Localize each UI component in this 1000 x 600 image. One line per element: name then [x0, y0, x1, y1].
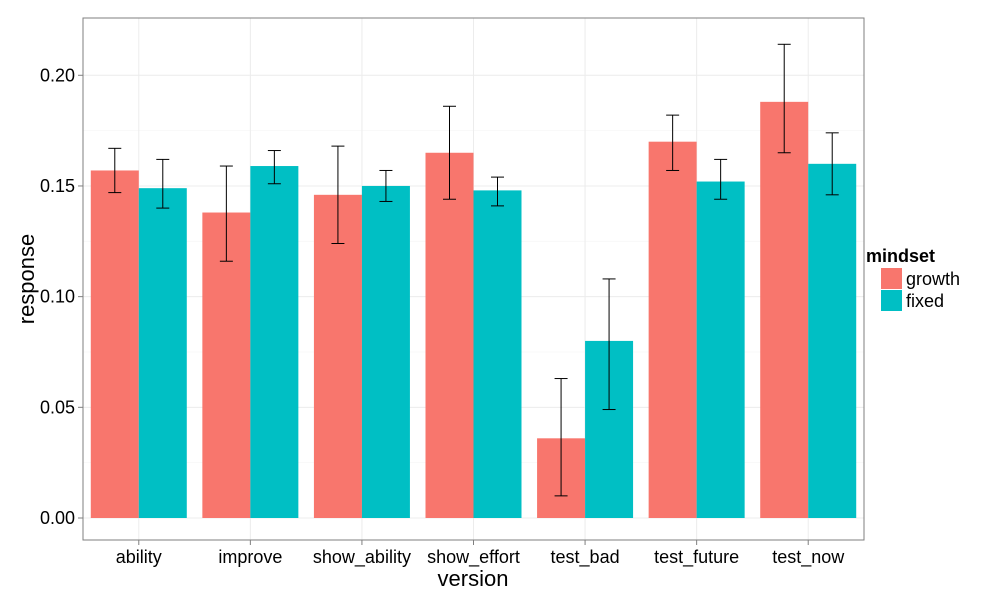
- error-bar-fixed-ability: [156, 158, 170, 209]
- x-tick-label: test_now: [772, 547, 845, 568]
- bar-growth-test_now: [760, 101, 809, 518]
- bars: [90, 101, 857, 519]
- x-tick-label: improve: [218, 547, 282, 567]
- x-tick-label: ability: [116, 547, 162, 567]
- error-bar-fixed-test_future: [714, 158, 728, 200]
- bar-fixed-show_ability: [361, 185, 410, 518]
- legend-item-growth: growth: [881, 268, 960, 289]
- x-axis-title: version: [438, 566, 509, 591]
- legend-title: mindset: [866, 246, 935, 266]
- x-tick-label: test_bad: [551, 547, 620, 568]
- y-tick-label: 0.10: [40, 287, 75, 307]
- error-bar-fixed-test_now: [825, 132, 839, 196]
- bar-fixed-show_effort: [473, 190, 522, 518]
- error-bar-growth-ability: [108, 147, 122, 194]
- y-axis-title: response: [14, 234, 39, 325]
- bar-fixed-test_now: [808, 163, 857, 518]
- error-bar-fixed-show_ability: [379, 169, 393, 202]
- bar-growth-improve: [202, 212, 251, 518]
- bar-fixed-improve: [250, 166, 299, 518]
- bar-growth-show_effort: [425, 152, 474, 519]
- error-bar-growth-test_bad: [554, 378, 568, 497]
- legend-item-fixed: fixed: [881, 290, 944, 311]
- error-bar-fixed-show_effort: [491, 176, 504, 207]
- legend-label-growth: growth: [906, 269, 960, 289]
- y-tick-label: 0.00: [40, 508, 75, 528]
- y-tick-label: 0.20: [40, 65, 75, 85]
- error-bar-growth-improve: [219, 165, 233, 262]
- bar-fixed-ability: [138, 188, 187, 519]
- error-bar-growth-test_future: [666, 114, 680, 171]
- legend-label-fixed: fixed: [906, 291, 944, 311]
- error-bars: [108, 43, 839, 497]
- bar-fixed-test_future: [696, 181, 745, 518]
- legend-key-growth: [881, 268, 902, 289]
- error-bar-growth-test_now: [777, 43, 791, 154]
- y-axis-ticks: 0.00 0.05 0.10 0.15 0.20: [40, 65, 83, 528]
- bar-growth-show_ability: [313, 194, 362, 519]
- error-bar-growth-show_ability: [331, 145, 345, 245]
- error-bar-fixed-test_bad: [602, 278, 616, 411]
- x-tick-label: show_effort: [427, 547, 520, 568]
- y-tick-label: 0.05: [40, 397, 75, 417]
- x-axis-ticks: ability improve show_ability show_effort tes…: [116, 540, 845, 568]
- bar-growth-ability: [90, 170, 139, 519]
- bar-growth-test_future: [648, 141, 697, 519]
- y-tick-label: 0.15: [40, 176, 75, 196]
- x-tick-label: show_ability: [313, 547, 411, 568]
- error-bar-fixed-improve: [267, 150, 281, 185]
- legend-key-fixed: [881, 290, 902, 311]
- error-bar-growth-show_effort: [443, 105, 456, 200]
- x-tick-label: test_future: [654, 547, 739, 568]
